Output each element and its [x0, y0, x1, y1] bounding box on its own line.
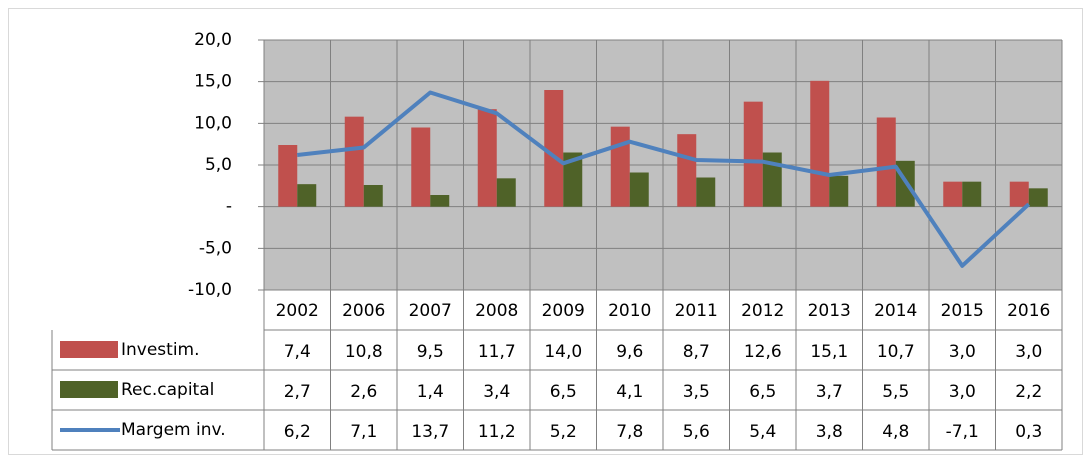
table-value: 8,7 [683, 342, 710, 362]
x-tick-label: 2008 [475, 301, 518, 321]
table-value: 4,1 [616, 382, 643, 402]
legend-label: Rec.capital [121, 380, 214, 400]
y-tick-label: - [226, 197, 232, 217]
y-tick-label: 15,0 [194, 72, 232, 92]
bar [411, 127, 431, 207]
table-value: -7,1 [946, 422, 979, 442]
table-value: 3,0 [949, 342, 976, 362]
bar [696, 177, 716, 207]
x-tick-label: 2010 [608, 301, 651, 321]
table-value: 6,2 [284, 422, 311, 442]
x-tick-label: 2011 [675, 301, 718, 321]
bar [743, 101, 763, 207]
table-value: 3,0 [949, 382, 976, 402]
x-tick-label: 2002 [276, 301, 319, 321]
table-value: 13,7 [411, 422, 449, 442]
bar [430, 195, 450, 207]
y-tick-label: 5,0 [205, 155, 232, 175]
table-value: 3,5 [683, 382, 710, 402]
table-value: 10,8 [345, 342, 383, 362]
table-value: 15,1 [810, 342, 848, 362]
bar [363, 185, 383, 207]
bar [677, 134, 697, 207]
legend-key [60, 381, 118, 398]
table-value: 11,7 [478, 342, 516, 362]
table-value: 0,3 [1015, 422, 1042, 442]
y-tick-label: 20,0 [194, 30, 232, 50]
bar [544, 90, 564, 207]
table-value: 1,4 [417, 382, 444, 402]
table-value: 3,7 [816, 382, 843, 402]
table-value: 5,2 [550, 422, 577, 442]
table-value: 7,8 [616, 422, 643, 442]
legend-key [60, 341, 118, 358]
table-value: 10,7 [877, 342, 915, 362]
bar [943, 181, 963, 207]
table-value: 12,6 [744, 342, 782, 362]
bar [829, 175, 849, 207]
x-tick-label: 2013 [808, 301, 851, 321]
table-value: 5,6 [683, 422, 710, 442]
x-tick-label: 2009 [542, 301, 585, 321]
table-value: 6,5 [550, 382, 577, 402]
bar [344, 116, 364, 207]
table-value: 2,2 [1015, 382, 1042, 402]
bar [962, 181, 982, 207]
legend-label: Investim. [121, 340, 200, 360]
bar [629, 172, 649, 207]
table-value: 5,5 [882, 382, 909, 402]
bar [278, 145, 298, 207]
bar [1009, 181, 1029, 207]
bar [496, 178, 516, 207]
x-tick-label: 2016 [1007, 301, 1050, 321]
x-tick-label: 2007 [409, 301, 452, 321]
table-value: 5,4 [749, 422, 776, 442]
table-value: 3,4 [483, 382, 510, 402]
bar [563, 152, 583, 207]
bar [477, 109, 497, 207]
legend-label: Margem inv. [121, 420, 226, 440]
table-value: 3,0 [1015, 342, 1042, 362]
bar [810, 80, 830, 207]
bar [610, 126, 630, 207]
y-tick-label: -5,0 [199, 238, 232, 258]
table-value: 14,0 [544, 342, 582, 362]
table-value: 2,7 [284, 382, 311, 402]
line [297, 90, 1031, 268]
bar [297, 184, 317, 207]
table-value: 6,5 [749, 382, 776, 402]
table-value: 7,4 [284, 342, 311, 362]
x-tick-label: 2012 [741, 301, 784, 321]
table-value: 9,6 [616, 342, 643, 362]
x-tick-label: 2006 [342, 301, 385, 321]
bar [1028, 188, 1048, 207]
x-tick-label: 2015 [941, 301, 984, 321]
table-value: 9,5 [417, 342, 444, 362]
table-value: 4,8 [882, 422, 909, 442]
bar [876, 117, 896, 207]
y-tick-label: -10,0 [188, 280, 232, 300]
x-tick-label: 2014 [874, 301, 917, 321]
table-value: 3,8 [816, 422, 843, 442]
y-tick-label: 10,0 [194, 113, 232, 133]
table-value: 7,1 [350, 422, 377, 442]
table-value: 2,6 [350, 382, 377, 402]
table-value: 11,2 [478, 422, 516, 442]
